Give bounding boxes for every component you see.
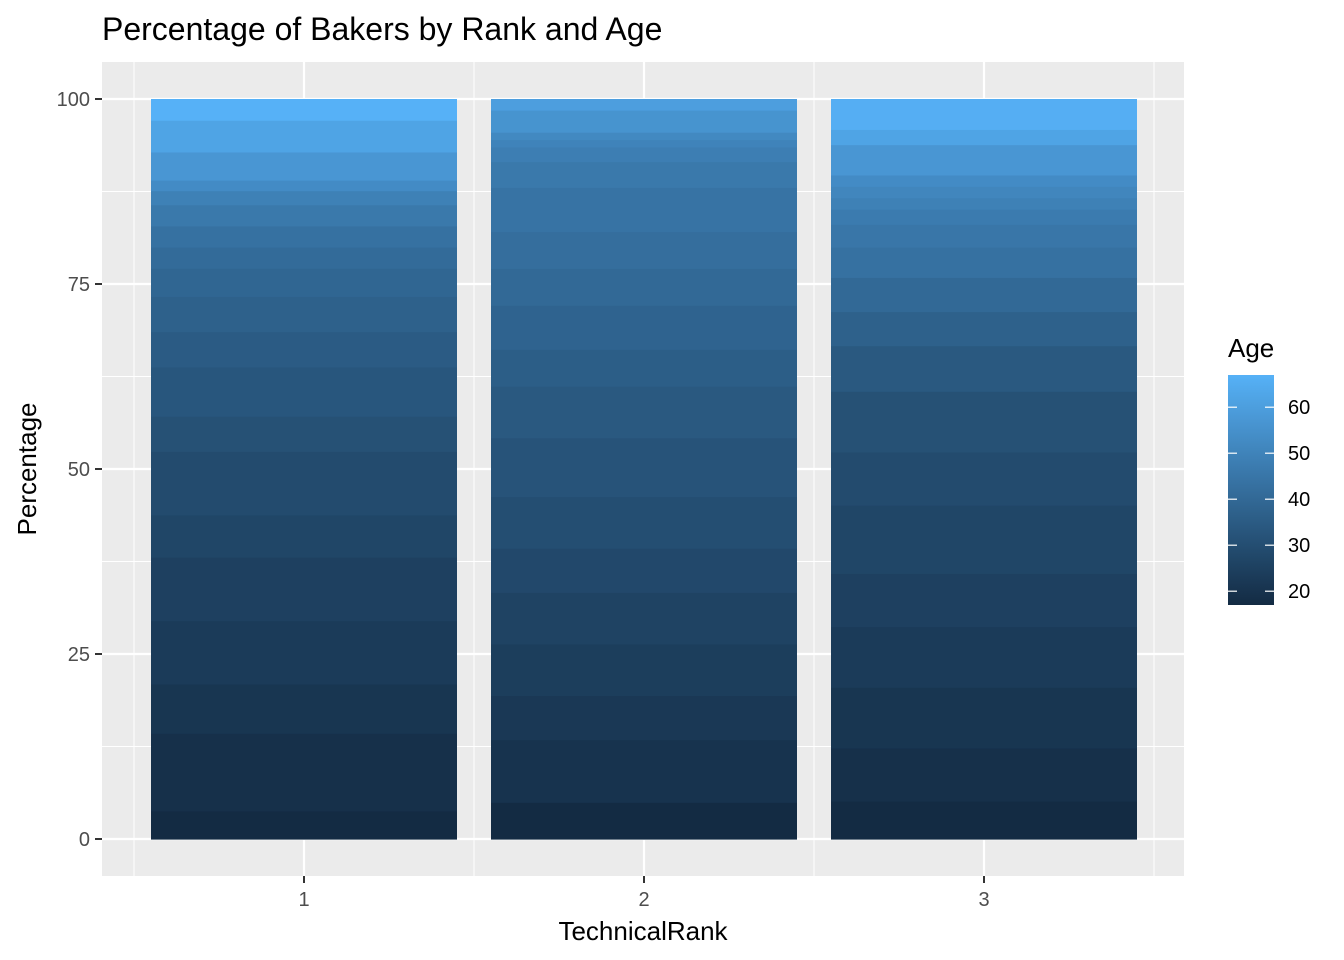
bar-segment bbox=[491, 132, 797, 141]
y-tick-label: 0 bbox=[79, 829, 90, 851]
bar-segment bbox=[491, 592, 797, 645]
legend-tick-label: 60 bbox=[1288, 397, 1310, 419]
bar-segment bbox=[831, 801, 1137, 840]
bar-segment bbox=[151, 120, 457, 153]
y-tick-label: 25 bbox=[68, 644, 90, 666]
bar-stack-3 bbox=[831, 99, 1137, 840]
bar-segment bbox=[831, 345, 1137, 392]
legend-tick-label: 20 bbox=[1288, 581, 1310, 603]
legend-tick-label: 30 bbox=[1288, 535, 1310, 557]
bar-segment bbox=[831, 451, 1137, 506]
x-tick-label: 1 bbox=[298, 889, 309, 911]
bar-segment bbox=[831, 311, 1137, 347]
bar-segment bbox=[831, 197, 1137, 210]
bar-segment bbox=[491, 643, 797, 697]
bar-stacks bbox=[151, 99, 1137, 840]
bar-segment bbox=[151, 451, 457, 516]
bar-segment bbox=[491, 802, 797, 840]
bar-segment bbox=[491, 231, 797, 269]
bar-segment bbox=[491, 139, 797, 148]
bar-segment bbox=[151, 620, 457, 685]
bar-segment bbox=[491, 739, 797, 803]
legend-colorbar bbox=[1228, 375, 1274, 605]
bar-segment bbox=[831, 99, 1137, 130]
legend-tick-label: 50 bbox=[1288, 443, 1310, 465]
bar-segment bbox=[151, 514, 457, 558]
bar-stack-1 bbox=[151, 99, 457, 840]
bar-segment bbox=[831, 174, 1137, 187]
chart-title: Percentage of Bakers by Rank and Age bbox=[102, 11, 662, 47]
bar-segment bbox=[831, 573, 1137, 628]
bar-segment bbox=[491, 305, 797, 350]
y-tick-label: 100 bbox=[57, 89, 90, 111]
bar-segment bbox=[831, 129, 1137, 146]
bar-segment bbox=[151, 683, 457, 734]
bar-segment bbox=[151, 733, 457, 812]
legend-title: Age bbox=[1228, 333, 1274, 363]
bar-segment bbox=[491, 146, 797, 163]
bar-segment bbox=[151, 180, 457, 192]
bar-segment bbox=[831, 224, 1137, 248]
bar-stack-2 bbox=[491, 99, 797, 840]
bar-segment bbox=[831, 247, 1137, 278]
bar-segment bbox=[151, 366, 457, 417]
bar-segment bbox=[831, 186, 1137, 199]
bar-segment bbox=[491, 386, 797, 439]
bar-segment bbox=[491, 548, 797, 593]
bar-segment bbox=[491, 110, 797, 133]
bar-segment bbox=[491, 268, 797, 306]
bar-segment bbox=[151, 296, 457, 333]
bar-segment bbox=[491, 437, 797, 498]
legend-tick-label: 40 bbox=[1288, 489, 1310, 511]
x-tick-label: 3 bbox=[978, 889, 989, 911]
bar-segment bbox=[491, 161, 797, 188]
bar-segment bbox=[491, 99, 797, 111]
bar-segment bbox=[151, 416, 457, 452]
bar-segment bbox=[151, 331, 457, 368]
bar-segment bbox=[151, 99, 457, 121]
y-tick-label: 75 bbox=[68, 274, 90, 296]
bar-segment bbox=[151, 225, 457, 248]
legend: Age 20 30 40 50 60 bbox=[1228, 333, 1310, 605]
bar-segment bbox=[151, 204, 457, 227]
bar-segment bbox=[831, 747, 1137, 802]
bar-segment bbox=[151, 268, 457, 297]
y-tick-label: 50 bbox=[68, 459, 90, 481]
bar-segment bbox=[831, 687, 1137, 749]
x-tick-label: 2 bbox=[638, 889, 649, 911]
x-axis: 1 2 3 bbox=[298, 876, 990, 911]
bar-segment bbox=[491, 695, 797, 741]
y-axis-title: Percentage bbox=[12, 403, 42, 536]
bar-segment bbox=[831, 144, 1137, 176]
bar-segment bbox=[151, 557, 457, 622]
bar-segment bbox=[831, 391, 1137, 453]
y-axis: 0 25 50 75 100 bbox=[57, 89, 102, 851]
bar-segment bbox=[831, 209, 1137, 225]
bar-segment bbox=[151, 810, 457, 840]
bar-segment bbox=[151, 247, 457, 269]
bar-segment bbox=[831, 505, 1137, 574]
x-axis-title: TechnicalRank bbox=[558, 916, 728, 946]
bar-segment bbox=[491, 496, 797, 549]
bar-segment bbox=[831, 626, 1137, 688]
bar-segment bbox=[151, 190, 457, 206]
bar-segment bbox=[151, 151, 457, 181]
legend-ticks: 20 30 40 50 60 bbox=[1228, 397, 1310, 603]
bar-segment bbox=[491, 349, 797, 387]
bar-segment bbox=[491, 187, 797, 233]
bar-segment bbox=[831, 277, 1137, 313]
